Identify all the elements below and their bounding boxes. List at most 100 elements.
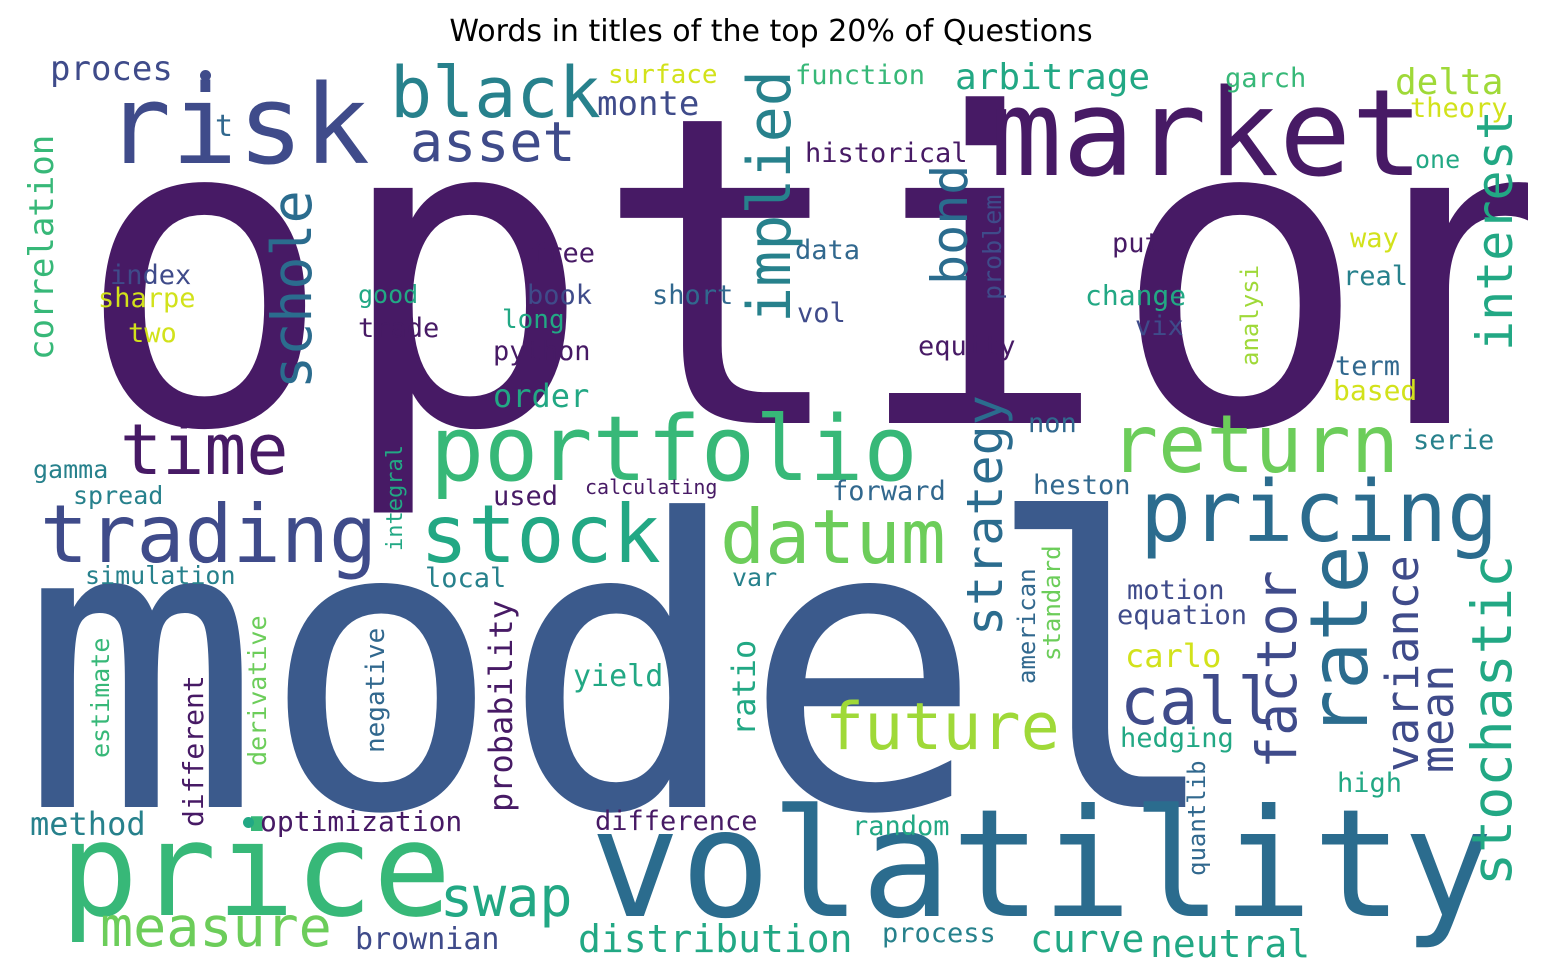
word-long: long bbox=[502, 305, 565, 335]
word-pricing: pricing bbox=[1140, 463, 1499, 562]
word-interest: interest bbox=[1466, 110, 1524, 351]
word-function: function bbox=[795, 60, 926, 91]
word-time: time bbox=[120, 409, 289, 491]
word-random: random bbox=[852, 811, 950, 842]
word-stock: stock bbox=[420, 488, 661, 581]
word-bond: bond bbox=[921, 164, 979, 285]
word-theory: theory bbox=[1410, 93, 1508, 124]
word-market: market bbox=[990, 65, 1424, 204]
word-hedging: hedging bbox=[1120, 723, 1234, 754]
word-risk: risk bbox=[105, 61, 370, 189]
word-quantlib: quantlib bbox=[1183, 760, 1211, 876]
word-swap: swap bbox=[440, 865, 573, 929]
word-motion: motion bbox=[1127, 575, 1225, 606]
word-order: order bbox=[493, 377, 590, 415]
word-probability: probability bbox=[482, 600, 520, 812]
word-put: put bbox=[1112, 228, 1161, 259]
word-sharpe: sharpe bbox=[98, 283, 196, 314]
word-real: real bbox=[1343, 261, 1409, 292]
word-free: free bbox=[530, 238, 596, 269]
word-curve: curve bbox=[1030, 917, 1145, 961]
word-price: price bbox=[60, 794, 452, 946]
word-method: method bbox=[30, 805, 146, 843]
word-way: way bbox=[1350, 223, 1399, 254]
word-factor: factor bbox=[1245, 570, 1309, 769]
word-vol: vol bbox=[797, 298, 846, 329]
word-data: data bbox=[795, 235, 861, 266]
word-derivative: derivative bbox=[243, 615, 272, 766]
word-analysi: analysi bbox=[1236, 264, 1264, 366]
word-python: python bbox=[493, 336, 591, 367]
word-calculating: calculating bbox=[585, 475, 718, 499]
word-black: black bbox=[390, 58, 601, 134]
word-delta: delta bbox=[1395, 62, 1504, 103]
word-high: high bbox=[1337, 768, 1403, 799]
word-ratio: ratio bbox=[725, 639, 763, 736]
word-neutral: neutral bbox=[1150, 922, 1311, 966]
word-equity: equity bbox=[918, 331, 1016, 362]
word-trading: trading bbox=[40, 488, 378, 581]
word-equation: equation bbox=[1117, 600, 1248, 631]
word-distribution: distribution bbox=[578, 917, 853, 961]
word-short: short bbox=[652, 280, 734, 311]
word-garch: garch bbox=[1225, 63, 1307, 94]
word-used: used bbox=[493, 481, 559, 512]
word-vix: vix bbox=[1135, 311, 1184, 342]
word-good: good bbox=[358, 280, 419, 309]
word-simulation: simulation bbox=[85, 561, 236, 590]
word-arbitrage: arbitrage bbox=[955, 58, 1151, 98]
word-integral: integral bbox=[383, 445, 408, 551]
word-american: american bbox=[1013, 568, 1041, 684]
word-forward: forward bbox=[832, 476, 946, 507]
word-non: non bbox=[1028, 408, 1077, 439]
word-measure: measure bbox=[100, 895, 332, 959]
chart-title: Words in titles of the top 20% of Questi… bbox=[449, 14, 1093, 49]
word-return: return bbox=[1110, 398, 1399, 491]
word-portfolio: portfolio bbox=[430, 397, 918, 502]
word-book: book bbox=[527, 280, 593, 311]
word-brownian: brownian bbox=[355, 922, 500, 957]
word-t: t bbox=[215, 109, 234, 144]
word-change: change bbox=[1085, 279, 1187, 312]
word-negative: negative bbox=[361, 627, 391, 753]
dot-mark bbox=[200, 70, 211, 81]
word-future: future bbox=[825, 690, 1060, 765]
word-yield: yield bbox=[573, 659, 664, 694]
word-two: two bbox=[128, 318, 177, 349]
word-option: option bbox=[75, 58, 1528, 525]
word-implied: implied bbox=[735, 70, 805, 323]
word-volatility: volatility bbox=[590, 778, 1494, 952]
word-cloud: option model volatility price risk market port… bbox=[18, 58, 1528, 966]
word-based: based bbox=[1333, 374, 1418, 407]
word-serie: serie bbox=[1413, 425, 1495, 456]
word-one: one bbox=[1415, 145, 1461, 174]
word-datum: datum bbox=[720, 493, 946, 581]
word-monte: monte bbox=[597, 84, 700, 124]
word-problem: problem bbox=[978, 194, 1007, 300]
word-spread: spread bbox=[73, 481, 164, 510]
word-different: different bbox=[177, 675, 210, 827]
word-heston: heston bbox=[1033, 470, 1131, 501]
word-index: index bbox=[110, 260, 192, 291]
word-asset: asset bbox=[410, 110, 576, 174]
word-estimate: estimate bbox=[86, 637, 115, 758]
word-rate: rate bbox=[1293, 545, 1386, 738]
word-stochastic: stochastic bbox=[1460, 554, 1524, 886]
word-term: term bbox=[1335, 351, 1401, 382]
word-trade: trade bbox=[358, 313, 440, 344]
word-difference: difference bbox=[595, 806, 758, 837]
word-carlo: carlo bbox=[1125, 637, 1222, 675]
word-surface: surface bbox=[608, 60, 718, 90]
word-call: call bbox=[1120, 665, 1277, 740]
word-gamma: gamma bbox=[33, 455, 109, 484]
word-var: var bbox=[732, 563, 778, 592]
word-mean: mean bbox=[1411, 664, 1464, 773]
word-local: local bbox=[425, 563, 507, 594]
dot-mark bbox=[243, 817, 254, 828]
word-correlation: correlation bbox=[22, 134, 62, 360]
word-schole: schole bbox=[260, 190, 324, 389]
word-optimization: optimization bbox=[260, 805, 463, 838]
word-standard: standard bbox=[1038, 545, 1066, 661]
word-process: process bbox=[882, 918, 996, 949]
word-historical: historical bbox=[805, 138, 968, 169]
